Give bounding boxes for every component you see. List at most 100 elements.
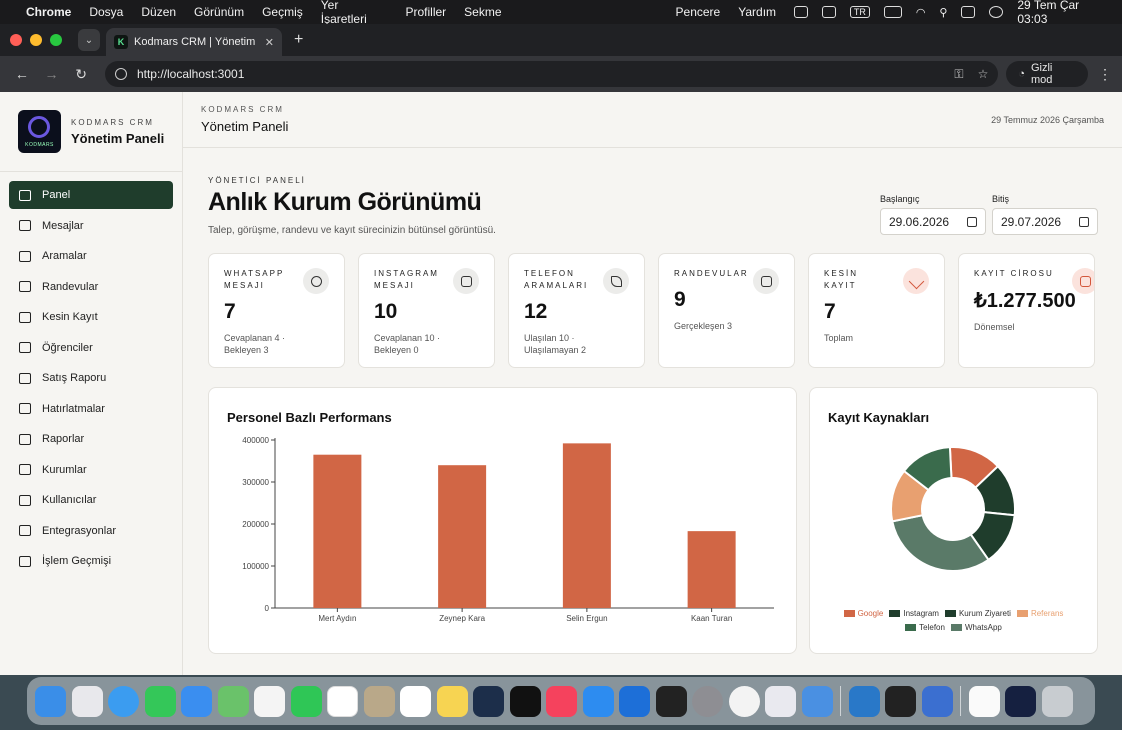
spotlight-search-icon[interactable]: ⚲ xyxy=(939,6,948,19)
stat-card-kesin-kayit: KESİN KAYIT 7 Toplam xyxy=(808,253,945,368)
music-icon[interactable] xyxy=(546,685,577,717)
status-box-icon[interactable] xyxy=(794,6,808,18)
maps-icon[interactable] xyxy=(217,685,249,717)
menu-pencere[interactable]: Pencere xyxy=(675,5,721,19)
menu-yer-isaretleri[interactable]: Yer İşaretleri xyxy=(320,0,367,26)
legend-swatch xyxy=(950,624,962,631)
finder-icon[interactable] xyxy=(35,685,66,717)
system-settings-icon[interactable] xyxy=(692,685,723,717)
photos-icon[interactable] xyxy=(254,685,285,717)
sidebar-item-kurumlar[interactable]: Kurumlar xyxy=(9,456,173,484)
end-date-value[interactable]: 29.07.2026 xyxy=(1001,214,1062,229)
sidebar-item-hatirlatmalar[interactable]: Hatırlatmalar xyxy=(9,395,173,423)
stat-card-telefon: TELEFON ARAMALARI 12 Ulaşılan 10 · Ulaşı… xyxy=(508,253,645,368)
reminders-icon[interactable] xyxy=(400,685,431,717)
new-tab-button[interactable]: + xyxy=(294,31,304,48)
sidebar-item-ogrenciler[interactable]: Öğrenciler xyxy=(9,334,173,362)
sidebar-item-randevular[interactable]: Randevular xyxy=(9,273,173,301)
forward-arrow-icon[interactable]: → xyxy=(44,66,59,82)
siri-icon[interactable] xyxy=(989,6,1004,18)
legend-item-referans[interactable]: Referans xyxy=(1016,607,1063,620)
calendar-icon[interactable] xyxy=(1079,216,1089,227)
sidebar-item-islem-gecmisi[interactable]: İşlem Geçmişi xyxy=(9,547,173,575)
sidebar-item-panel[interactable]: Panel xyxy=(9,181,173,209)
recent-window-thumbnail[interactable] xyxy=(1005,685,1036,717)
facetime-icon[interactable] xyxy=(290,685,322,717)
menu-gecmis[interactable]: Geçmiş xyxy=(262,5,303,19)
sidebar-item-raporlar[interactable]: Raporlar xyxy=(9,425,173,453)
site-info-icon[interactable] xyxy=(114,68,127,80)
reload-icon[interactable]: ↻ xyxy=(75,65,87,82)
trash-icon[interactable] xyxy=(1041,685,1073,717)
battery-icon[interactable] xyxy=(883,6,902,18)
more-menu-icon[interactable]: ⋮ xyxy=(1098,65,1112,82)
calendar-app-icon[interactable] xyxy=(327,685,358,717)
mail-icon[interactable] xyxy=(181,685,212,717)
xcode-icon[interactable] xyxy=(619,685,650,717)
tab-search-button[interactable]: ⌄ xyxy=(78,29,100,51)
legend-item-instagram[interactable]: Instagram xyxy=(889,607,939,620)
menu-duzen[interactable]: Düzen xyxy=(141,5,177,19)
wifi-icon[interactable]: ◠ xyxy=(915,6,926,19)
recent-window-thumbnail[interactable] xyxy=(968,685,1000,717)
address-bar[interactable]: http://localhost:3001 ⚿ ☆ xyxy=(104,61,999,87)
app-store-icon[interactable] xyxy=(582,685,614,717)
apple-tv-icon[interactable] xyxy=(509,685,541,717)
control-center-icon[interactable] xyxy=(961,6,976,18)
close-tab-icon[interactable]: ✕ xyxy=(264,36,274,49)
chrome-icon[interactable] xyxy=(728,685,760,717)
browser-tab-strip: ⌄ K Kodmars CRM | Yönetim Pane ✕ + xyxy=(0,24,1122,56)
x-tick-label: Mert Aydın xyxy=(318,614,356,623)
browser-tab[interactable]: K Kodmars CRM | Yönetim Pane ✕ xyxy=(106,28,282,56)
sidebar-item-entegrasyonlar[interactable]: Entegrasyonlar xyxy=(9,517,173,545)
contacts-icon[interactable] xyxy=(363,685,395,717)
freeform-icon[interactable] xyxy=(473,685,504,717)
messages-icon[interactable] xyxy=(144,685,176,717)
legend-item-google[interactable]: Google xyxy=(843,607,884,620)
input-source-badge[interactable]: TR xyxy=(849,6,870,18)
password-key-icon[interactable]: ⚿ xyxy=(954,66,964,81)
legend-item-whatsapp[interactable]: WhatsApp xyxy=(950,621,1002,634)
legend-label: Google xyxy=(857,609,884,618)
weather-icon[interactable] xyxy=(821,6,836,18)
start-date-input[interactable]: 29.06.2026 xyxy=(880,208,986,235)
simulator-icon[interactable] xyxy=(765,685,796,717)
menu-dosya[interactable]: Dosya xyxy=(89,5,124,19)
sidebar-item-kesin-kayit[interactable]: Kesin Kayıt xyxy=(9,303,173,331)
terminal-icon[interactable] xyxy=(655,685,687,717)
stat-label: RANDEVULAR xyxy=(674,269,749,278)
sidebar-item-kullanicilar[interactable]: Kullanıcılar xyxy=(9,486,173,514)
url-text[interactable]: http://localhost:3001 xyxy=(136,67,245,81)
notes-icon[interactable] xyxy=(436,685,468,717)
wallet-icon xyxy=(1072,268,1094,294)
sidebar-item-satis-raporu[interactable]: Satış Raporu xyxy=(9,364,173,392)
sidebar-item-aramalar[interactable]: Aramalar xyxy=(9,242,173,270)
safari-icon[interactable] xyxy=(108,685,139,717)
incognito-indicator[interactable]: ◔ Gizli mod xyxy=(1006,61,1088,87)
zoom-window-button[interactable] xyxy=(50,34,62,46)
cursor-app-icon[interactable] xyxy=(885,685,916,717)
menu-app-name[interactable]: Chrome xyxy=(26,5,72,19)
menu-yardim[interactable]: Yardım xyxy=(738,5,777,19)
back-arrow-icon[interactable]: ← xyxy=(14,66,29,82)
bookmark-star-icon[interactable]: ☆ xyxy=(977,66,989,81)
menubar-clock[interactable]: 29 Tem Çar 03:03 xyxy=(1017,0,1080,26)
menu-profiller[interactable]: Profiller xyxy=(405,5,447,19)
donut-legend: Google Instagram Kurum Ziyareti Referans Tel… xyxy=(810,607,1097,635)
minimize-window-button[interactable] xyxy=(30,34,42,46)
menu-gorunum[interactable]: Görünüm xyxy=(194,5,245,19)
calendar-icon[interactable] xyxy=(967,216,977,227)
legend-item-telefon[interactable]: Telefon xyxy=(905,621,945,634)
end-date-input[interactable]: 29.07.2026 xyxy=(992,208,1098,235)
start-date-value[interactable]: 29.06.2026 xyxy=(889,214,950,229)
bar-4 xyxy=(687,531,736,608)
sidebar-item-mesajlar[interactable]: Mesajlar xyxy=(9,212,173,240)
legend-item-kurum-ziyareti[interactable]: Kurum Ziyareti xyxy=(944,607,1011,620)
launchpad-icon[interactable] xyxy=(71,685,103,717)
close-window-button[interactable] xyxy=(10,34,22,46)
sidebar-item-label: Mesajlar xyxy=(42,219,84,232)
vscode-icon[interactable] xyxy=(848,685,880,717)
screen-sharing-icon[interactable] xyxy=(801,685,833,717)
menu-sekme[interactable]: Sekme xyxy=(464,5,502,19)
docker-icon[interactable] xyxy=(921,685,953,717)
